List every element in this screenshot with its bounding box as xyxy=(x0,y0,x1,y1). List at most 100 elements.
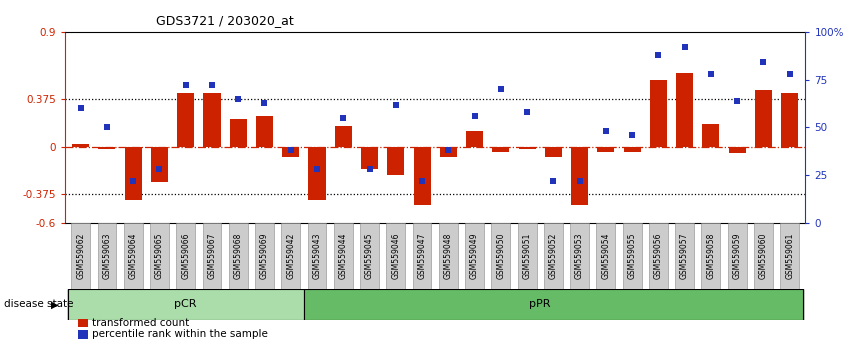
FancyBboxPatch shape xyxy=(71,223,90,289)
Bar xyxy=(125,147,142,200)
Text: transformed count: transformed count xyxy=(92,318,189,328)
Bar xyxy=(755,91,772,147)
FancyBboxPatch shape xyxy=(439,223,458,289)
Text: pPR: pPR xyxy=(529,299,551,309)
Point xyxy=(625,132,639,138)
Point xyxy=(74,105,87,111)
Text: GSM559061: GSM559061 xyxy=(785,233,794,279)
FancyBboxPatch shape xyxy=(150,223,169,289)
Text: GSM559055: GSM559055 xyxy=(628,233,637,279)
Text: GSM559053: GSM559053 xyxy=(575,233,584,279)
Text: GSM559057: GSM559057 xyxy=(680,233,689,279)
Text: GSM559043: GSM559043 xyxy=(313,233,321,279)
Text: percentile rank within the sample: percentile rank within the sample xyxy=(92,329,268,339)
Text: GSM559060: GSM559060 xyxy=(759,233,768,279)
Bar xyxy=(256,116,273,147)
Text: GSM559050: GSM559050 xyxy=(496,233,505,279)
Bar xyxy=(308,147,326,200)
Bar xyxy=(72,144,89,147)
Point xyxy=(415,178,429,184)
Text: GSM559067: GSM559067 xyxy=(208,233,216,279)
FancyBboxPatch shape xyxy=(727,223,746,289)
Point xyxy=(546,178,560,184)
Bar xyxy=(151,147,168,182)
Point xyxy=(730,98,744,103)
FancyBboxPatch shape xyxy=(177,223,195,289)
Bar xyxy=(466,131,483,147)
Point xyxy=(756,59,770,65)
Point xyxy=(126,178,140,184)
FancyBboxPatch shape xyxy=(281,223,301,289)
FancyBboxPatch shape xyxy=(124,223,143,289)
Text: GSM559048: GSM559048 xyxy=(443,233,453,279)
Point xyxy=(783,71,797,77)
FancyBboxPatch shape xyxy=(386,223,405,289)
Text: GSM559042: GSM559042 xyxy=(287,233,295,279)
Bar xyxy=(204,93,221,147)
Bar xyxy=(781,93,798,147)
FancyBboxPatch shape xyxy=(597,223,615,289)
Point xyxy=(442,148,456,153)
Text: GSM559059: GSM559059 xyxy=(733,233,741,279)
FancyBboxPatch shape xyxy=(570,223,589,289)
Bar xyxy=(702,124,720,147)
Point xyxy=(651,52,665,58)
Point xyxy=(284,148,298,153)
Text: GSM559052: GSM559052 xyxy=(549,233,558,279)
Text: GSM559068: GSM559068 xyxy=(234,233,242,279)
Text: GSM559051: GSM559051 xyxy=(522,233,532,279)
Bar xyxy=(335,126,352,147)
Point xyxy=(520,109,534,115)
FancyBboxPatch shape xyxy=(518,223,537,289)
Point xyxy=(152,167,166,172)
Text: GSM559046: GSM559046 xyxy=(391,233,400,279)
Bar xyxy=(650,80,667,147)
Bar xyxy=(282,147,300,157)
FancyBboxPatch shape xyxy=(701,223,721,289)
FancyBboxPatch shape xyxy=(360,223,379,289)
Point xyxy=(494,86,507,92)
Text: GSM559062: GSM559062 xyxy=(76,233,85,279)
Bar xyxy=(229,119,247,147)
Point xyxy=(389,102,403,107)
FancyBboxPatch shape xyxy=(307,223,326,289)
FancyBboxPatch shape xyxy=(412,223,431,289)
Bar xyxy=(99,147,115,149)
Point xyxy=(336,115,350,121)
Bar xyxy=(598,147,614,152)
Text: pCR: pCR xyxy=(174,299,197,309)
Text: GDS3721 / 203020_at: GDS3721 / 203020_at xyxy=(156,14,294,27)
Text: GSM559056: GSM559056 xyxy=(654,233,662,279)
Text: GSM559044: GSM559044 xyxy=(339,233,348,279)
Text: GSM559045: GSM559045 xyxy=(365,233,374,279)
FancyBboxPatch shape xyxy=(754,223,772,289)
Point xyxy=(572,178,586,184)
FancyBboxPatch shape xyxy=(203,223,222,289)
Text: GSM559063: GSM559063 xyxy=(102,233,112,279)
FancyBboxPatch shape xyxy=(780,223,799,289)
Bar xyxy=(676,73,693,147)
Text: disease state: disease state xyxy=(4,299,74,309)
Point xyxy=(363,167,377,172)
Point xyxy=(205,82,219,88)
FancyBboxPatch shape xyxy=(333,223,352,289)
Point xyxy=(468,113,481,119)
FancyBboxPatch shape xyxy=(675,223,694,289)
FancyBboxPatch shape xyxy=(649,223,668,289)
Point xyxy=(257,100,271,105)
Bar xyxy=(413,147,430,205)
Text: GSM559066: GSM559066 xyxy=(181,233,191,279)
Bar xyxy=(545,147,562,157)
Point xyxy=(178,82,192,88)
Point xyxy=(310,167,324,172)
Bar xyxy=(624,147,641,152)
Text: GSM559064: GSM559064 xyxy=(129,233,138,279)
Bar xyxy=(387,147,404,175)
Bar xyxy=(571,147,588,205)
Point xyxy=(100,125,114,130)
Text: GSM559065: GSM559065 xyxy=(155,233,164,279)
FancyBboxPatch shape xyxy=(255,223,274,289)
FancyBboxPatch shape xyxy=(68,289,304,320)
Bar xyxy=(178,93,194,147)
Point xyxy=(231,96,245,102)
